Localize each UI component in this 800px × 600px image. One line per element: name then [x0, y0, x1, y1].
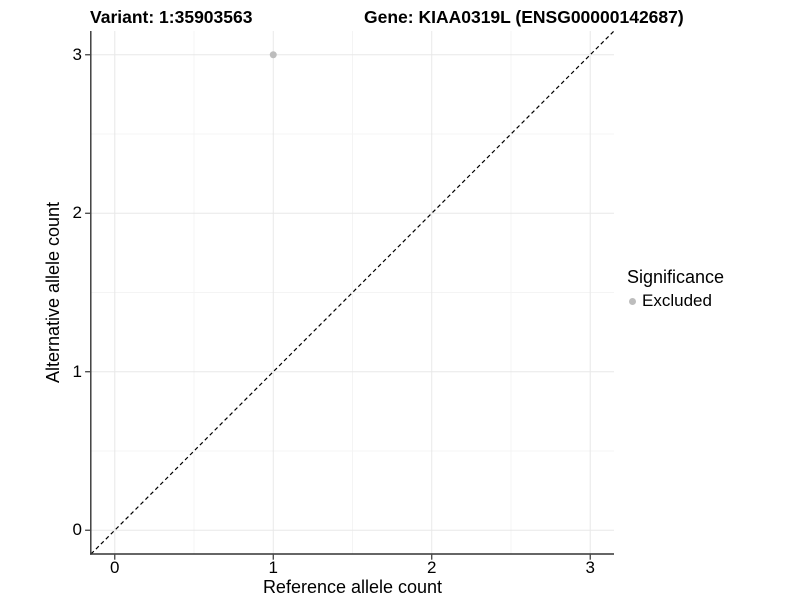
legend-item-label: Excluded	[642, 291, 712, 310]
data-point-excluded	[269, 51, 277, 59]
identity-reference-line	[90, 30, 615, 555]
x-axis-title: Reference allele count	[262, 577, 443, 597]
y-tick-label: 1	[72, 361, 82, 381]
y-tick-label: 2	[72, 203, 82, 223]
plot-canvas	[85, 30, 615, 560]
x-tick-label: 1	[268, 558, 278, 577]
y-tick-label: 3	[72, 44, 82, 64]
plot-panel	[85, 30, 615, 560]
x-tick-label: 3	[585, 558, 595, 577]
y-axis-title: Alternative allele count	[36, 31, 72, 554]
legend-item-excluded: Excluded	[627, 291, 724, 311]
x-tick-label: 0	[110, 558, 120, 577]
y-axis-title-text: Alternative allele count	[43, 201, 64, 384]
variant-title: Variant: 1:35903563	[90, 7, 253, 27]
excluded-point-icon	[629, 297, 636, 305]
legend-title: Significance	[627, 267, 725, 287]
x-tick-label: 2	[427, 558, 437, 577]
legend: Significance Excluded	[627, 267, 724, 311]
gene-title: Gene: KIAA0319L (ENSG00000142687)	[364, 7, 684, 27]
y-tick-label: 0	[72, 520, 82, 540]
